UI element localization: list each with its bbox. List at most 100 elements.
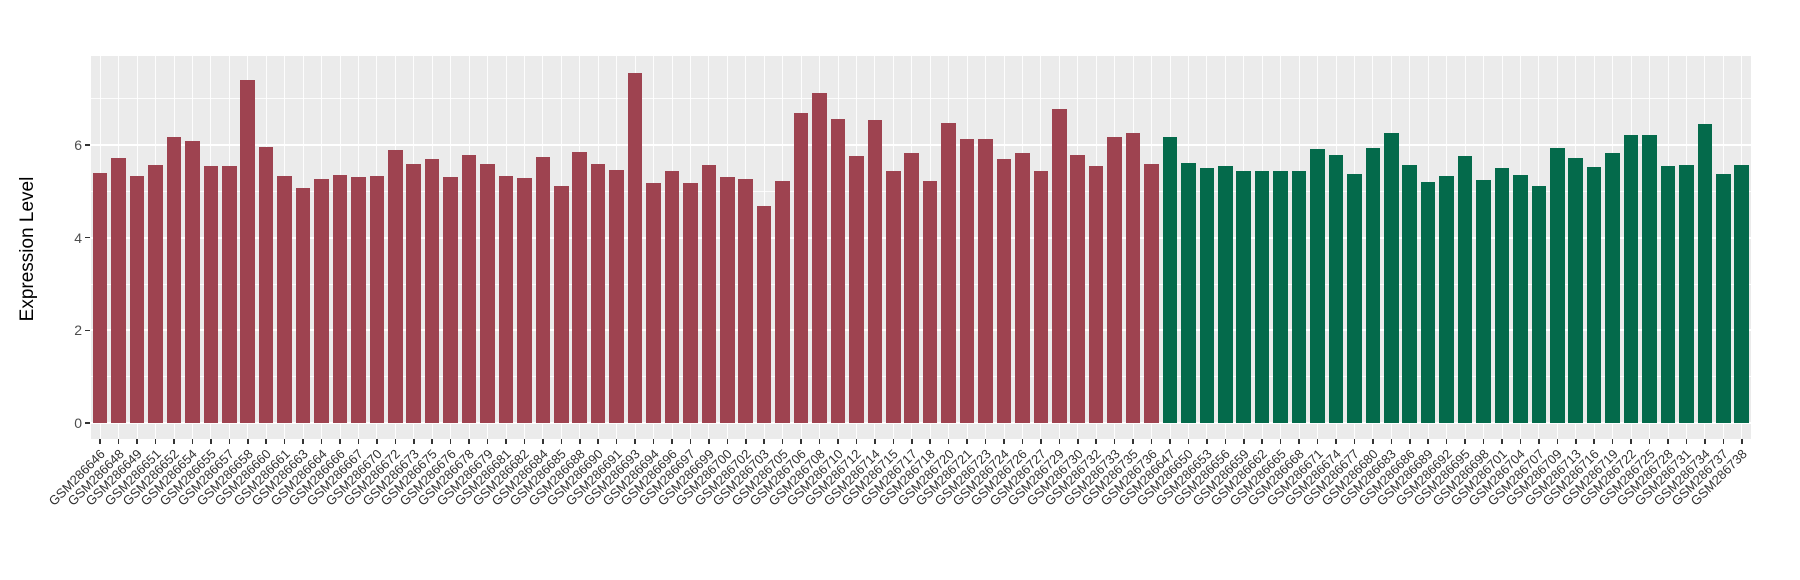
x-tick-mark — [1501, 439, 1503, 444]
gridline-minor-h — [91, 283, 1751, 285]
x-tick-mark — [1722, 439, 1725, 444]
bar-GSM286712 — [849, 155, 864, 423]
bar-GSM286710 — [830, 118, 846, 423]
bar-GSM286654 — [185, 140, 200, 423]
x-tick-mark — [1187, 439, 1190, 444]
bar-GSM286653 — [1199, 168, 1215, 423]
bar-GSM286672 — [388, 149, 403, 423]
bar-GSM286646 — [92, 172, 108, 423]
x-tick-mark — [745, 439, 747, 444]
x-tick-mark — [1445, 439, 1448, 444]
bar-GSM286680 — [1365, 147, 1381, 423]
bar-GSM286707 — [1531, 186, 1547, 423]
x-tick-mark — [634, 439, 636, 444]
bar-GSM286732 — [1088, 165, 1104, 423]
x-tick-mark — [1169, 439, 1171, 444]
y-axis-title: Expression Level — [17, 176, 38, 322]
bar-GSM286719 — [1605, 152, 1620, 423]
bar-GSM286679 — [480, 164, 495, 423]
bar-GSM286681 — [498, 175, 514, 423]
x-tick-mark — [1353, 439, 1356, 444]
bar-GSM286702 — [738, 178, 754, 423]
y-tick-mark — [85, 422, 90, 424]
bar-GSM286657 — [222, 166, 237, 423]
bar-GSM286670 — [369, 175, 385, 423]
x-tick-mark — [247, 439, 249, 444]
x-tick-mark — [652, 439, 655, 444]
bar-GSM286721 — [959, 138, 975, 423]
bar-GSM286715 — [886, 170, 901, 423]
bar-GSM286701 — [1494, 168, 1510, 423]
x-tick-mark — [1335, 439, 1337, 444]
x-tick-mark — [1630, 439, 1632, 444]
y-tick-label-4: 4 — [74, 229, 82, 246]
bar-GSM286668 — [1291, 171, 1307, 423]
bar-GSM286703 — [756, 205, 772, 423]
gridline-minor-h — [91, 190, 1751, 192]
x-tick-mark — [1741, 439, 1743, 444]
bar-GSM286717 — [904, 153, 920, 423]
x-tick-mark — [1298, 439, 1300, 444]
bar-GSM286660 — [258, 146, 274, 423]
x-tick-mark — [357, 439, 360, 444]
gridline-minor-h — [91, 376, 1751, 378]
bar-GSM286647 — [1162, 137, 1178, 423]
bar-GSM286698 — [1476, 179, 1491, 423]
bar-GSM286713 — [1568, 157, 1584, 423]
bar-GSM286665 — [1273, 170, 1288, 423]
x-tick-mark — [210, 439, 212, 444]
bar-GSM286699 — [701, 164, 717, 423]
bar-GSM286684 — [535, 156, 551, 423]
bar-GSM286722 — [1623, 135, 1639, 423]
x-tick-mark — [1077, 439, 1079, 444]
x-tick-mark — [1243, 439, 1245, 444]
bar-GSM286730 — [1070, 155, 1086, 423]
x-tick-mark — [173, 439, 175, 444]
bar-GSM286648 — [111, 157, 126, 423]
x-tick-mark — [449, 439, 452, 444]
bar-GSM286666 — [332, 174, 348, 423]
x-tick-mark — [228, 439, 231, 444]
bar-GSM286673 — [406, 164, 422, 423]
bar-GSM286696 — [664, 171, 680, 423]
x-tick-mark — [911, 439, 913, 444]
bar-GSM286658 — [240, 80, 256, 423]
bar-GSM286724 — [996, 158, 1012, 423]
x-tick-mark — [1058, 439, 1061, 444]
bar-GSM286686 — [1402, 165, 1418, 423]
bar-GSM286671 — [1310, 148, 1325, 423]
bar-GSM286727 — [1033, 170, 1049, 423]
x-tick-mark — [542, 439, 544, 444]
bar-GSM286733 — [1107, 137, 1122, 423]
bar-GSM286728 — [1660, 165, 1676, 423]
y-tick-mark — [85, 144, 90, 146]
x-tick-mark — [1040, 439, 1042, 444]
x-tick-mark — [136, 439, 138, 444]
x-tick-mark — [1593, 439, 1595, 444]
x-tick-mark — [800, 439, 802, 444]
bar-GSM286706 — [793, 113, 809, 423]
bar-GSM286689 — [1420, 182, 1436, 423]
bar-GSM286737 — [1716, 173, 1731, 423]
x-tick-mark — [1667, 439, 1669, 444]
x-tick-mark — [763, 439, 765, 444]
x-tick-mark — [781, 439, 784, 444]
bar-GSM286691 — [609, 170, 624, 423]
x-tick-mark — [615, 439, 618, 444]
x-tick-mark — [302, 439, 304, 444]
bar-GSM286723 — [978, 139, 993, 423]
bar-GSM286683 — [1384, 132, 1399, 423]
gridline-major-h — [91, 144, 1751, 147]
x-tick-mark — [1390, 439, 1393, 444]
bar-GSM286738 — [1734, 164, 1750, 423]
bar-GSM286726 — [1015, 153, 1030, 423]
x-tick-mark — [597, 439, 599, 444]
bar-GSM286714 — [867, 119, 883, 423]
gridline-minor-h — [91, 98, 1751, 100]
x-tick-mark — [117, 439, 120, 444]
x-tick-mark — [1519, 439, 1522, 444]
bar-GSM286655 — [203, 166, 219, 423]
bar-GSM286709 — [1550, 147, 1565, 423]
bar-GSM286736 — [1144, 164, 1159, 423]
